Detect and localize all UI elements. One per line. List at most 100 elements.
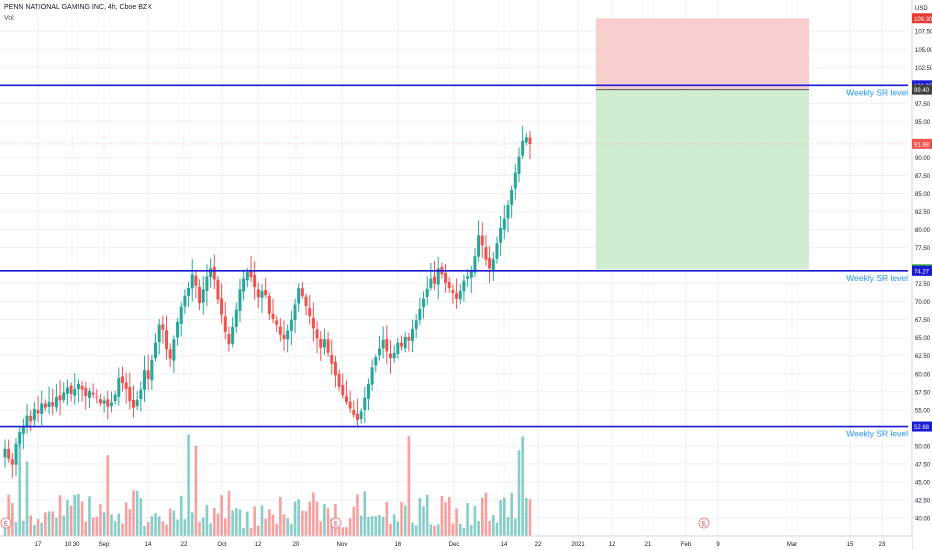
candle-body <box>80 385 84 390</box>
candle-body <box>29 415 33 422</box>
volume-bar <box>146 522 150 536</box>
volume-bar <box>242 527 245 536</box>
x-tick-label: Feb <box>681 542 692 548</box>
sr-price-badge-bg <box>912 265 932 276</box>
volume-bar <box>194 445 198 536</box>
volume-bar <box>179 495 183 536</box>
volume-bar <box>521 436 524 536</box>
candle-body <box>238 289 242 311</box>
volume-bar <box>99 504 102 536</box>
y-tick-label: 105.00 <box>915 48 932 54</box>
candle-body <box>120 376 124 384</box>
x-tick-label: 2021 <box>571 542 585 548</box>
candle-body <box>109 402 113 406</box>
volume-bar <box>143 526 146 536</box>
volume-bar <box>106 455 110 536</box>
candle-body <box>484 247 488 260</box>
candle-body <box>381 339 385 349</box>
candle-body <box>154 342 158 359</box>
volume-bar <box>330 518 334 536</box>
candle-body <box>341 385 345 396</box>
candle-body <box>172 339 176 361</box>
volume-bar <box>286 518 289 536</box>
candle-body <box>32 409 36 421</box>
candle-body <box>499 228 503 243</box>
candle-body <box>488 257 492 269</box>
volume-bar <box>29 515 32 536</box>
volume-bar <box>444 502 447 536</box>
volume-bar <box>312 492 315 536</box>
y-tick-label: 55.00 <box>915 408 931 414</box>
candle-body <box>113 394 117 401</box>
earnings-marker-label: E <box>4 522 8 528</box>
volume-bar <box>253 506 256 536</box>
candle-body <box>146 370 150 379</box>
x-tick-label: 14 <box>501 542 508 548</box>
volume-bar <box>495 522 499 536</box>
volume-bar <box>514 518 517 536</box>
candle-body <box>139 389 143 400</box>
candle-body <box>458 290 462 300</box>
volume-bar <box>341 527 345 536</box>
volume-bar <box>47 511 51 536</box>
volume-bar <box>352 506 356 536</box>
volume-bar <box>69 505 73 536</box>
candle-body <box>194 275 198 286</box>
candle-body <box>54 396 58 408</box>
volume-bar <box>88 496 91 536</box>
earnings-marker-label: E <box>702 522 706 528</box>
y-tick-label: 82.50 <box>915 210 931 216</box>
candle-body <box>209 268 213 278</box>
volume-bar <box>135 491 139 536</box>
sr-price-badge: 74.27 <box>914 269 930 275</box>
candle-body <box>267 295 271 314</box>
y-tick-label: 72.50 <box>915 282 931 288</box>
candle-body <box>352 410 356 415</box>
candle-body <box>143 370 147 390</box>
candle-body <box>521 140 525 156</box>
earnings-marker-icon <box>698 517 710 529</box>
candle-body <box>311 317 315 329</box>
candle-body <box>25 415 29 427</box>
y-tick-label: 47.50 <box>915 462 931 468</box>
position-zones <box>0 18 908 270</box>
volume-bars <box>3 432 532 536</box>
candle-body <box>124 382 128 389</box>
volume-bar <box>480 497 484 536</box>
candle-body <box>330 354 334 364</box>
candle-body <box>21 427 25 434</box>
volume-bar <box>462 527 466 536</box>
volume-bar <box>132 490 135 536</box>
candle-body <box>220 298 224 315</box>
candle-body <box>411 329 415 342</box>
sr-price-badge-bg <box>912 421 932 432</box>
volume-bar <box>359 515 363 536</box>
y-tick-label: 102.50 <box>915 66 932 72</box>
volume-bar <box>433 525 436 536</box>
candle-body <box>62 392 66 400</box>
candle-body <box>198 286 202 304</box>
y-tick-label: 80.00 <box>915 228 931 234</box>
candle-body <box>201 289 205 303</box>
volume-bar <box>110 514 113 536</box>
volume-bar <box>389 523 392 536</box>
candle-body <box>95 396 99 398</box>
candle-body <box>388 353 392 358</box>
x-tick-label: 20 <box>293 542 300 548</box>
candle-body <box>462 280 466 292</box>
x-tick-label: Oct <box>217 542 227 548</box>
x-tick-label: Nov <box>337 542 348 548</box>
candle-body <box>256 289 260 298</box>
candle-body <box>187 287 191 296</box>
x-tick-label: 15 <box>847 542 854 548</box>
candle-body <box>242 278 246 292</box>
candle-body <box>43 403 47 408</box>
candle-body <box>517 156 521 174</box>
x-tick-label: 10:30 <box>64 542 80 548</box>
volume-bar <box>348 518 352 536</box>
x-tick-label: 17 <box>35 542 42 548</box>
candle-body <box>264 290 268 296</box>
volume-bar <box>165 524 168 536</box>
volume-bar <box>418 498 422 536</box>
